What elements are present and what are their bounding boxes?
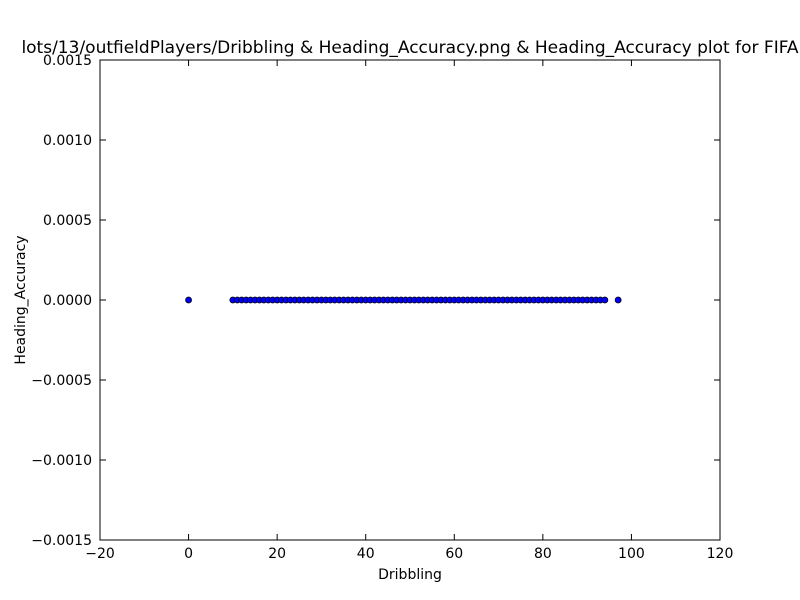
x-tick-label: 40: [357, 546, 375, 562]
x-tick-label: 80: [534, 546, 552, 562]
y-tick-label: −0.0015: [31, 533, 92, 549]
data-point: [186, 297, 192, 303]
y-tick-label: 0.0005: [43, 213, 92, 229]
x-tick-label: 100: [618, 546, 645, 562]
y-axis-label: Heading_Accuracy: [13, 235, 29, 364]
x-tick-label: 0: [184, 546, 193, 562]
data-point: [615, 297, 621, 303]
y-tick-label: 0.0015: [43, 53, 92, 69]
y-tick-label: −0.0010: [31, 453, 92, 469]
y-tick-label: 0.0000: [43, 293, 92, 309]
y-tick-label: −0.0005: [31, 373, 92, 389]
x-tick-label: 120: [707, 546, 734, 562]
x-axis-label: Dribbling: [378, 567, 442, 583]
x-tick-label: 20: [268, 546, 286, 562]
chart-title: lots/13/outfieldPlayers/Dribbling & Head…: [21, 38, 798, 58]
data-point: [602, 297, 608, 303]
x-tick-label: 60: [445, 546, 463, 562]
x-axis: −20 0 20 40 60 80 100 120: [85, 60, 733, 562]
data-points: [186, 297, 622, 303]
y-tick-label: 0.0010: [43, 133, 92, 149]
